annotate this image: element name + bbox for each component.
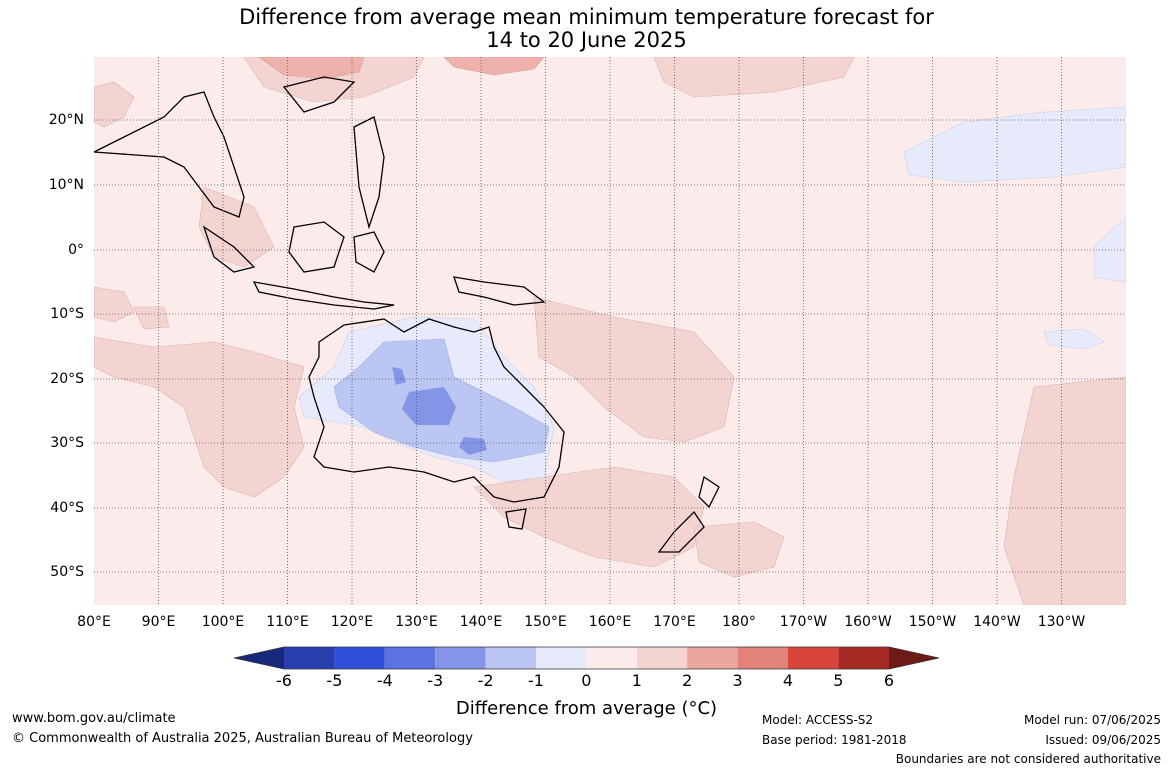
anomaly-neg-0-1-pacific-east <box>1093 216 1126 283</box>
colorbar-swatch <box>485 647 536 669</box>
lon-label-130w: 130°W <box>1037 614 1086 630</box>
colorbar-swatch <box>435 647 486 669</box>
colorbar-swatch <box>284 647 335 669</box>
colorbar-tick: 1 <box>631 671 642 690</box>
colorbar-tick: -5 <box>326 671 343 690</box>
colorbar-tick: -1 <box>528 671 544 690</box>
model-run-date: Model run: 07/06/2025 <box>1023 713 1161 727</box>
colorbar-swatch <box>334 647 385 669</box>
new-zealand-south <box>657 510 705 553</box>
colorbar-tick: 5 <box>833 671 844 690</box>
anomaly-neg-2-3-south <box>459 437 487 455</box>
colorbar-swatch <box>737 647 788 669</box>
china-coast <box>282 76 356 113</box>
anomaly-neg-0-1-pacific <box>903 106 1126 183</box>
website-link[interactable]: www.bom.gov.au/climate <box>12 711 176 726</box>
colorbar-swatch <box>536 647 587 669</box>
lon-label-170w: 170°W <box>779 614 828 630</box>
tasmania-coast <box>505 508 527 530</box>
new-guinea-coast <box>453 276 546 306</box>
lon-label-100e: 100°E <box>201 614 245 630</box>
colorbar-swatch <box>687 647 738 669</box>
colorbar-tick: -4 <box>376 671 393 690</box>
lat-label-50s: 50°S <box>50 564 84 580</box>
colorbar-arrow-high <box>889 647 939 669</box>
base-period: Base period: 1981-2018 <box>762 733 907 747</box>
sulawesi-coast <box>353 231 385 273</box>
colorbar-outline <box>234 646 939 670</box>
model-name: Model: ACCESS-S2 <box>762 713 874 727</box>
colorbar-arrow-low <box>234 647 284 669</box>
indochina-coast <box>94 91 245 218</box>
map-title-line2: 14 to 20 June 2025 <box>486 28 687 52</box>
lat-label-30s: 30°S <box>50 435 84 451</box>
lon-label-130e: 130°E <box>395 614 438 630</box>
lon-label-120e: 120°E <box>330 614 374 630</box>
lon-label-160e: 160°E <box>588 614 632 630</box>
lon-label-80e: 80°E <box>77 614 111 630</box>
lat-label-0: 0° <box>68 242 84 258</box>
map-title-line1: Difference from average mean minimum tem… <box>239 5 934 29</box>
lon-label-90e: 90°E <box>141 614 176 630</box>
colorbar-tick: 2 <box>682 671 693 690</box>
new-zealand-north <box>698 475 720 509</box>
colorbar-tick: 0 <box>581 671 592 690</box>
colorbar-swatch <box>384 647 436 669</box>
lon-label-180: 180° <box>722 614 756 630</box>
map-canvas <box>94 57 1126 605</box>
lon-label-150e: 150°E <box>524 614 567 630</box>
lon-label-140w: 140°W <box>973 614 1021 630</box>
colorbar-tick: -3 <box>427 671 444 690</box>
philippines-coast <box>353 116 385 230</box>
lon-label-160w: 160°W <box>844 614 892 630</box>
lat-label-40s: 40°S <box>50 500 84 516</box>
forecast-map <box>94 57 1126 605</box>
graticule <box>94 57 1126 605</box>
lon-label-110e: 110°E <box>266 614 309 630</box>
colorbar-tick: 6 <box>883 671 895 690</box>
copyright-text: © Commonwealth of Australia 2025, Austra… <box>12 731 473 746</box>
borneo-coast <box>288 221 345 273</box>
sumatra-coast <box>202 225 256 273</box>
lon-label-140e: 140°E <box>459 614 503 630</box>
anomaly-neg-2-3-central <box>402 387 456 425</box>
lat-label-10n: 10°N <box>48 177 84 193</box>
colorbar-tick: -2 <box>477 671 494 690</box>
anomaly-neg-0-1-pacific-south <box>1043 328 1105 350</box>
colorbar-title: Difference from average (°C) <box>455 698 718 719</box>
anomaly-1-2-regions <box>94 57 1126 605</box>
java-coast <box>252 281 395 310</box>
lat-label-20n: 20°N <box>48 112 84 128</box>
boundary-disclaimer: Boundaries are not considered authoritat… <box>895 752 1161 766</box>
issued-date: Issued: 09/06/2025 <box>1045 733 1161 747</box>
colorbar-tick: 3 <box>732 671 743 690</box>
australia-coast <box>308 318 565 503</box>
lat-label-10s: 10°S <box>50 306 84 322</box>
coastlines <box>94 76 720 553</box>
lon-label-170e: 170°E <box>653 614 696 630</box>
colorbar-tick: 4 <box>782 671 794 690</box>
anomaly-2-3-regions <box>258 57 545 80</box>
colorbar-swatch <box>838 647 889 669</box>
anomaly-neg-2-3-west <box>392 367 406 385</box>
colorbar-swatch <box>586 647 637 669</box>
colorbar-swatch <box>788 647 839 669</box>
colorbar-tick: -6 <box>276 671 292 690</box>
lon-label-150w: 150°W <box>908 614 957 630</box>
colorbar-swatch <box>636 647 688 669</box>
colorbar <box>234 646 939 670</box>
lat-label-20s: 20°S <box>50 371 84 387</box>
